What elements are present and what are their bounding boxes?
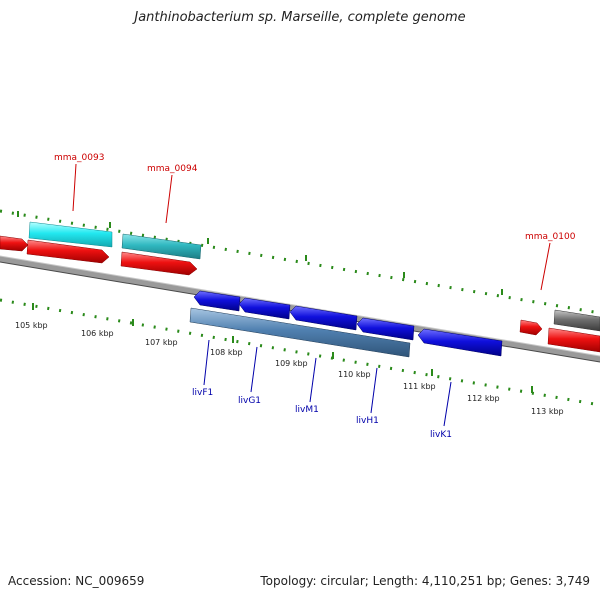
red-gene-mid[interactable] [120,251,198,276]
label-livF1[interactable]: livF1 [192,388,213,398]
label-mma_0094[interactable]: mma_0094 [147,164,198,174]
mma_0094-gene[interactable] [121,233,202,260]
livK1-gene[interactable] [417,328,503,357]
scale-label-106kbp: 106 kbp [81,329,114,338]
livH1-gene[interactable] [356,317,415,341]
label-livH1[interactable]: livH1 [356,416,379,426]
upper-scale-track [0,209,600,315]
gray-gene-right[interactable] [553,309,600,332]
accession-text: Accession: NC_009659 [8,574,145,588]
livG1-gene[interactable] [238,297,291,320]
label-mma_0093[interactable]: mma_0093 [54,153,104,163]
liv-operon-bar[interactable] [189,307,411,358]
scale-label-105kbp: 105 kbp [15,321,48,330]
red-gene-left-b[interactable] [26,239,110,264]
label-connectors [72,163,551,427]
map-title: Janthinobacterium sp. Marseille, complet… [134,10,466,25]
scale-label-110kbp: 110 kbp [338,370,371,379]
label-livK1[interactable]: livK1 [430,430,452,440]
mma_0100-gene[interactable] [547,327,600,353]
topology-text: Topology: circular; Length: 4,110,251 bp… [260,574,590,588]
scale-label-111kbp: 111 kbp [403,382,436,391]
scale-label-107kbp: 107 kbp [145,338,178,347]
label-mma_0100[interactable]: mma_0100 [525,232,576,242]
lower-major-ticks [32,303,533,393]
upper-major-ticks [17,211,503,295]
mma_0093-gene[interactable] [28,221,113,248]
livM1-gene[interactable] [289,305,358,331]
red-gene-left-a[interactable] [0,235,29,252]
scale-label-112kbp: 112 kbp [467,394,500,403]
label-livG1[interactable]: livG1 [238,396,261,406]
scale-label-109kbp: 109 kbp [275,359,308,368]
red-gene-small-right[interactable] [519,319,543,336]
label-livM1[interactable]: livM1 [295,405,319,415]
livF1-gene[interactable] [193,290,241,312]
scale-label-108kbp: 108 kbp [210,348,243,357]
scale-label-113kbp: 113 kbp [531,407,564,416]
